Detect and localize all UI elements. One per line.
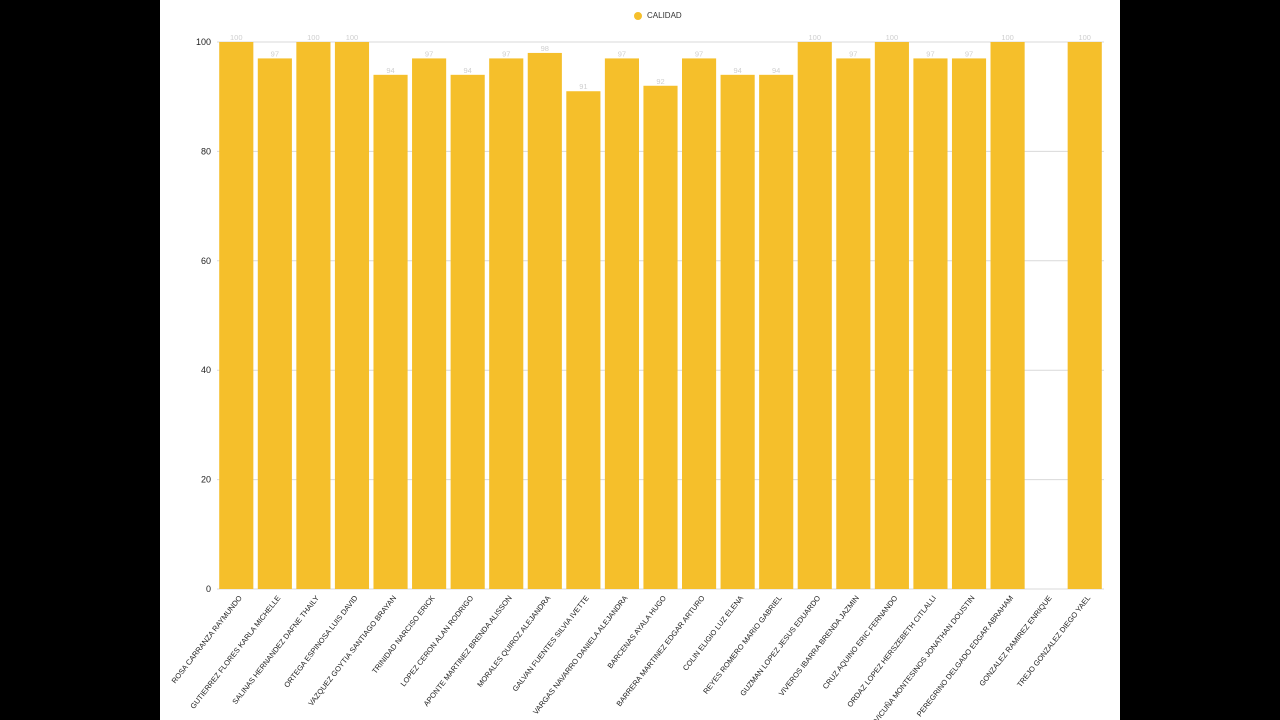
data-label: 100: [1078, 33, 1091, 42]
data-label: 100: [307, 33, 320, 42]
x-tick-label: GONZALEZ RAMIREZ ENRIQUE: [977, 594, 1053, 688]
bar: [257, 58, 292, 590]
data-label: 97: [849, 49, 857, 58]
chart-area: CALIDAD 0 20 40 60 80 100 100 ROSA CARRANZA RAY…: [160, 0, 1120, 720]
bar: [412, 58, 447, 590]
data-label: 98: [541, 44, 549, 53]
bar-chart: 0 20 40 60 80 100 100 ROSA CARRANZA RAYMUNDO 97 G…: [170, 33, 1104, 720]
y-tick-label: 100: [196, 37, 211, 47]
data-label: 97: [926, 49, 934, 58]
bar: [643, 85, 678, 589]
data-label: 97: [502, 49, 510, 58]
data-label: 91: [579, 82, 587, 91]
bar: [373, 74, 408, 589]
data-label: 97: [965, 49, 973, 58]
y-tick-label: 80: [201, 146, 211, 156]
bar: [682, 58, 717, 590]
bar: [450, 74, 485, 589]
bar: [759, 74, 794, 589]
x-tick-label: ORTEGA ESPINOSA LUIS DAVID: [282, 593, 360, 689]
legend-swatch: [634, 11, 642, 20]
bar: [566, 91, 601, 589]
y-tick-label: 20: [201, 475, 211, 485]
data-label: 97: [695, 49, 703, 58]
data-label: 92: [656, 77, 664, 86]
data-label: 97: [271, 49, 279, 58]
bar: [720, 74, 755, 589]
legend-label: CALIDAD: [647, 11, 682, 20]
bar: [1067, 42, 1102, 589]
data-label: 100: [1001, 33, 1014, 42]
data-label: 100: [809, 33, 822, 42]
y-tick-label: 0: [206, 584, 211, 594]
bar: [296, 42, 331, 589]
bar: [604, 58, 639, 590]
bar: [836, 58, 871, 590]
x-tick-label: TRINIDAD NARCISO ERICK: [370, 594, 437, 676]
data-label: 100: [346, 33, 359, 42]
bar: [527, 52, 562, 589]
legend: CALIDAD: [634, 11, 682, 20]
x-tick-label: GUZMAN LOPEZ JESUS EDUARDO: [738, 594, 822, 698]
x-tick-label: VIVEROS IBARRA BRENDA JAZMIN: [777, 594, 861, 698]
bar: [219, 42, 254, 589]
x-tick-label: LOPEZ CERON ALAN RODRIGO: [399, 594, 476, 689]
data-label: 100: [230, 33, 243, 42]
y-tick-label: 40: [201, 365, 211, 375]
data-label: 94: [772, 66, 780, 75]
x-tick-label: GALVAN FUENTES SILVIA IVETTE: [510, 594, 590, 693]
bar: [874, 42, 909, 589]
data-label: 97: [618, 49, 626, 58]
bar: [990, 42, 1025, 589]
y-tick-label: 60: [201, 256, 211, 266]
x-tick-label: MORALES QUIROZ ALEJANDRA: [475, 594, 552, 689]
x-tick-label: CRUZ AQUINO ERIC FERNANDO: [821, 594, 900, 691]
bar: [951, 58, 987, 590]
data-label: 97: [425, 49, 433, 58]
bar: [489, 58, 524, 590]
x-tick-label: REYES ROMERO MARIO GABRIEL: [701, 594, 784, 696]
bar: [334, 42, 370, 589]
bar: [797, 42, 832, 589]
data-label: 94: [386, 66, 394, 75]
bar: [913, 58, 948, 590]
data-label: 94: [733, 66, 741, 75]
data-label: 94: [464, 66, 472, 75]
data-label: 100: [886, 33, 899, 42]
x-tick-label: TREJO GONZALEZ DIEGO YAEL: [1015, 594, 1092, 689]
x-tick-label: ROSA CARRANZA RAYMUNDO: [170, 594, 244, 686]
